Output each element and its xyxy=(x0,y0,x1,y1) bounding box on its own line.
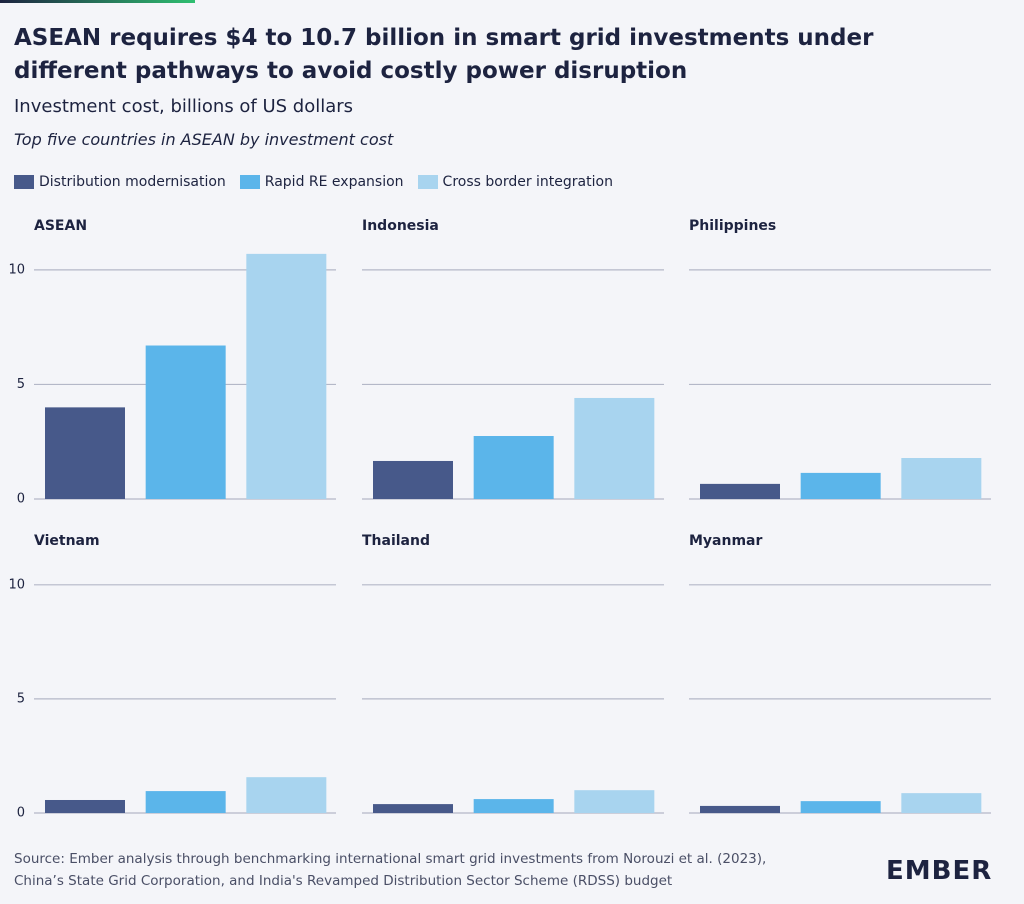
panel-title: Myanmar xyxy=(689,533,763,549)
bar xyxy=(246,777,327,813)
note: Top five countries in ASEAN by investmen… xyxy=(14,130,394,149)
panel-title: Indonesia xyxy=(362,218,439,234)
bar xyxy=(373,804,453,813)
panel-title: Vietnam xyxy=(34,533,100,549)
legend-label: Cross border integration xyxy=(442,174,613,190)
bar xyxy=(574,397,655,499)
y-tick-label: 0 xyxy=(17,492,25,507)
legend-swatch xyxy=(239,175,260,189)
logo: EMBER xyxy=(886,856,993,886)
bar xyxy=(373,460,453,499)
bar xyxy=(45,407,125,499)
y-tick-label: 0 xyxy=(17,806,25,821)
bar xyxy=(574,790,655,813)
panel-title: ASEAN xyxy=(34,218,87,234)
bar xyxy=(145,791,226,813)
bar xyxy=(800,472,881,499)
panel-title: Thailand xyxy=(362,533,430,549)
title: ASEAN requires $4 to 10.7 billion in sma… xyxy=(14,25,874,84)
legend-label: Rapid RE expansion xyxy=(264,174,404,190)
bar xyxy=(800,801,881,813)
source-line: China’s State Grid Corporation, and Indi… xyxy=(14,873,673,889)
legend-label: Distribution modernisation xyxy=(39,174,226,190)
bar xyxy=(473,799,554,813)
bar xyxy=(700,805,780,813)
y-tick-label: 5 xyxy=(17,691,25,706)
subtitle: Investment cost, billions of US dollars xyxy=(14,96,354,117)
source-line: Source: Ember analysis through benchmark… xyxy=(14,851,767,867)
legend-item: Distribution modernisation xyxy=(14,174,226,190)
bar xyxy=(700,483,780,499)
legend-item: Cross border integration xyxy=(417,174,613,190)
legend-item: Rapid RE expansion xyxy=(239,174,404,190)
source: Source: Ember analysis through benchmark… xyxy=(14,848,766,892)
legend-swatch xyxy=(417,175,438,189)
bar xyxy=(901,793,982,813)
legend-swatch xyxy=(14,175,34,189)
bar xyxy=(145,345,226,499)
bar xyxy=(246,253,327,499)
panel-title: Philippines xyxy=(689,218,776,234)
legend: Distribution modernisation Rapid RE expan… xyxy=(14,174,613,190)
bar xyxy=(45,799,125,813)
y-tick-label: 10 xyxy=(8,577,25,592)
y-tick-label: 5 xyxy=(17,377,25,392)
bar xyxy=(901,457,982,499)
bar xyxy=(473,436,554,499)
y-tick-label: 10 xyxy=(8,262,25,277)
accent-bar xyxy=(0,0,195,3)
